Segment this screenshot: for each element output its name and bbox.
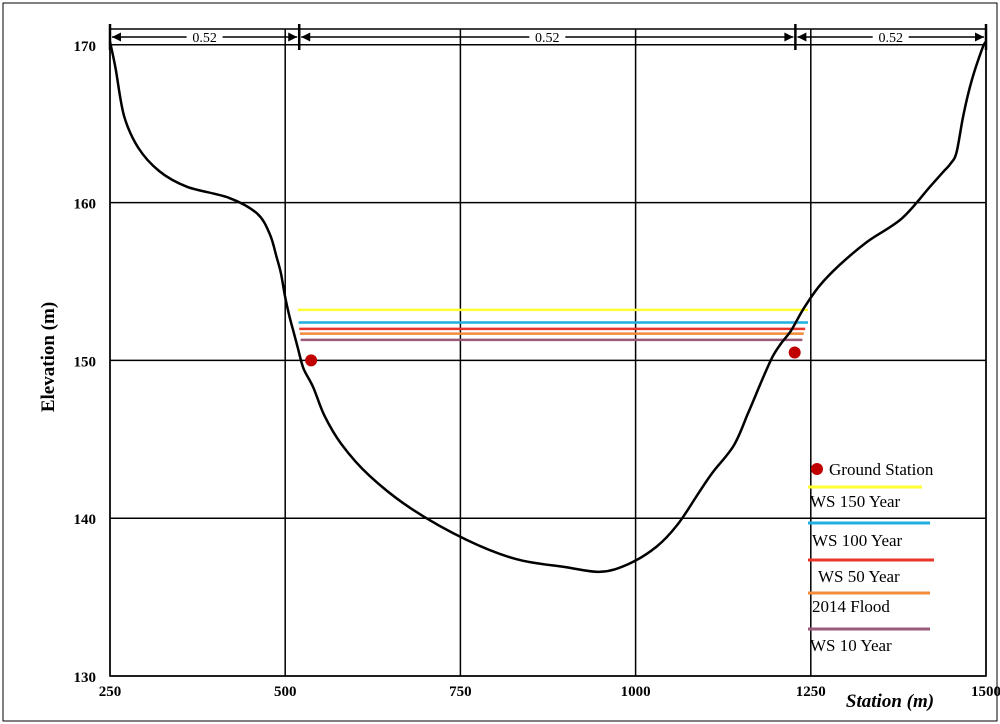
y-tick-label: 170 [74,39,97,55]
dimension-arrow-right [784,32,794,42]
x-tick-label: 750 [449,684,472,700]
legend-label-1: WS 150 Year [810,492,901,511]
x-axis-ticks: 250 500 750 1000 1250 1500 [99,684,1000,700]
y-axis-ticks: 130 140 150 160 170 [74,39,97,686]
dimension-label: 0.52 [192,31,217,46]
plot-area-border [109,28,987,677]
legend: Ground Station WS 150 Year WS 100 Year WS 5… [808,460,934,655]
x-tick-label: 1000 [621,684,651,700]
y-axis-title: Elevation (m) [38,302,59,412]
x-tick-label: 1250 [796,684,826,700]
ground-station-point-2 [788,346,801,359]
y-tick-label: 150 [74,354,97,370]
legend-label-3: WS 50 Year [818,567,900,586]
y-tick-label: 140 [74,512,97,528]
y-tick-label: 160 [74,197,97,213]
legend-label-5: WS 10 Year [810,636,892,655]
legend-label-ground-station: Ground Station [829,460,934,479]
dimension-arrow-right [975,32,984,42]
ground-station-point-1 [305,354,318,367]
dimension-arrow-left [797,32,807,42]
dimension-arrow-right [288,32,298,42]
dimension-arrow-left [301,32,311,42]
ground-station-points [305,346,801,367]
x-axis-title: Station (m) [846,691,934,712]
x-tick-label: 1500 [971,684,1000,700]
dimension-label: 0.52 [878,31,903,46]
ground-profile-line [108,40,988,574]
water-surface-lines [297,308,808,342]
y-tick-label: 130 [74,670,97,686]
dimension-label: 0.52 [535,31,560,46]
legend-marker-ground-station [811,463,823,475]
legend-label-4: 2014 Flood [812,597,890,616]
x-tick-label: 250 [99,684,122,700]
dimension-arrow-left [112,32,121,42]
x-tick-label: 500 [274,684,297,700]
legend-label-2: WS 100 Year [812,531,903,550]
